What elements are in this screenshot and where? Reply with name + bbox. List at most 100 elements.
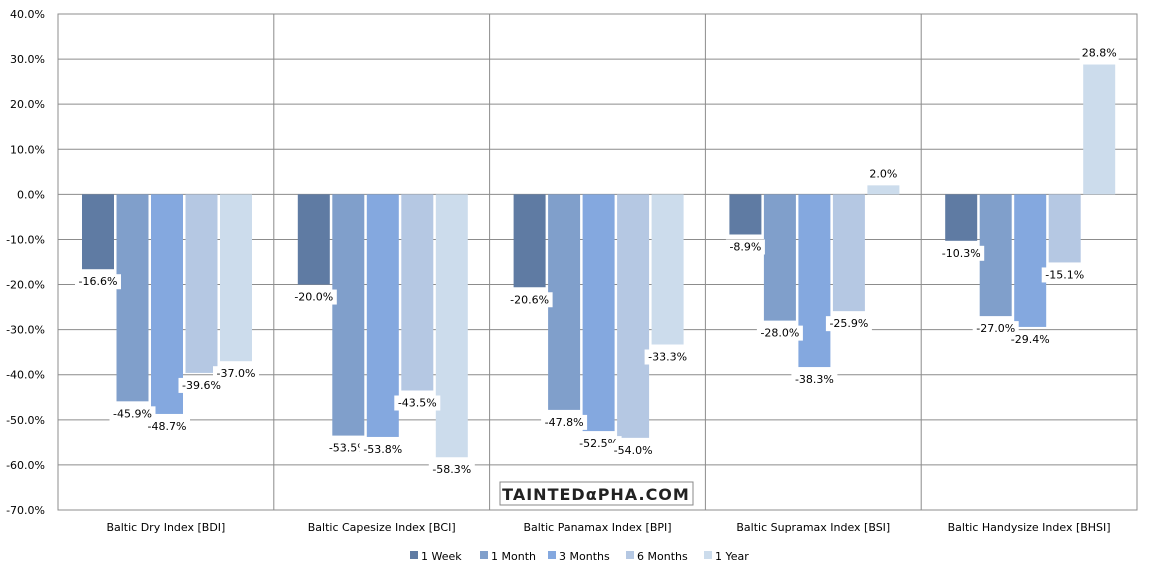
data-label-bg xyxy=(428,462,475,478)
data-label-bg xyxy=(506,292,553,308)
data-label-bg xyxy=(867,166,900,182)
data-label-bg xyxy=(109,406,156,422)
data-label: -53.8% xyxy=(363,443,402,456)
legend-label: 1 Month xyxy=(491,550,536,563)
data-label: -20.0% xyxy=(294,291,333,304)
legend-swatch xyxy=(704,551,712,559)
legend-swatch xyxy=(548,551,556,559)
bar xyxy=(1083,64,1116,195)
data-label-bg xyxy=(75,274,121,290)
bar xyxy=(513,194,546,288)
bar xyxy=(867,185,900,195)
y-tick-label: -10.0% xyxy=(6,233,45,246)
data-label: -37.0% xyxy=(217,367,256,380)
category-label: Baltic Supramax Index [BSI] xyxy=(736,521,890,534)
category-label: Baltic Panamax Index [BPI] xyxy=(523,521,671,534)
y-tick-label: 10.0% xyxy=(10,143,45,156)
y-tick-label: -30.0% xyxy=(6,324,45,337)
data-label-bg xyxy=(938,245,985,261)
data-label-bg xyxy=(394,395,441,411)
bar xyxy=(651,194,684,345)
bar xyxy=(1014,194,1047,327)
taintedalpha-logo: TAINTEDαPHA.COM xyxy=(499,481,694,506)
data-label: -28.0% xyxy=(760,327,799,340)
bar xyxy=(332,194,365,436)
data-label: -29.4% xyxy=(1011,333,1050,346)
data-label: -48.7% xyxy=(148,420,187,433)
bar xyxy=(979,194,1012,317)
data-label: -20.6% xyxy=(510,293,549,306)
category-label: Baltic Capesize Index [BCI] xyxy=(308,521,456,534)
data-label-bg xyxy=(756,325,803,341)
data-label: -53.5% xyxy=(329,442,368,455)
data-label: -39.6% xyxy=(182,379,221,392)
y-tick-label: -60.0% xyxy=(6,459,45,472)
y-tick-label: -20.0% xyxy=(6,279,45,292)
data-label-bg xyxy=(1041,267,1088,283)
svg-text:TAINTEDαPHA.COM: TAINTEDαPHA.COM xyxy=(502,485,690,504)
bar xyxy=(548,194,581,410)
bar xyxy=(1048,194,1081,263)
legend-label: 3 Months xyxy=(559,550,610,563)
data-label-bg xyxy=(610,442,657,458)
y-tick-label: 20.0% xyxy=(10,98,45,111)
y-tick-label: -70.0% xyxy=(6,504,45,517)
bar xyxy=(401,194,434,391)
bar xyxy=(763,194,796,321)
bar xyxy=(185,194,218,373)
data-label-bg xyxy=(725,239,765,255)
y-tick-label: 0.0% xyxy=(17,188,45,201)
bar xyxy=(297,194,330,285)
bar xyxy=(82,194,114,270)
y-tick-label: -50.0% xyxy=(6,414,45,427)
y-tick-label: -40.0% xyxy=(6,369,45,382)
data-label-bg xyxy=(1007,331,1054,347)
legend-label: 6 Months xyxy=(637,550,688,563)
data-label: -43.5% xyxy=(398,397,437,410)
data-label-bg xyxy=(144,418,190,434)
data-label: -8.9% xyxy=(729,240,761,253)
data-label-bg xyxy=(1079,45,1119,61)
bar xyxy=(116,194,149,402)
data-label-bg xyxy=(359,441,406,457)
data-label: -54.0% xyxy=(614,444,653,457)
data-label: 2.0% xyxy=(869,167,897,180)
data-label: -27.0% xyxy=(976,322,1015,335)
data-label-bg xyxy=(178,377,225,393)
data-label: -16.6% xyxy=(79,275,118,288)
legend-swatch xyxy=(480,551,488,559)
legend-label: 1 Year xyxy=(715,550,749,563)
bar xyxy=(366,194,399,437)
legend-label: 1 Week xyxy=(421,550,462,563)
data-label: -15.1% xyxy=(1045,268,1084,281)
data-label: -47.8% xyxy=(545,416,584,429)
y-tick-label: 40.0% xyxy=(10,8,45,21)
data-label: -10.3% xyxy=(942,247,981,260)
legend-swatch xyxy=(626,551,634,559)
data-label: -58.3% xyxy=(432,463,471,476)
data-label: -38.3% xyxy=(795,373,834,386)
bar xyxy=(832,194,865,312)
bar xyxy=(945,194,978,241)
bar xyxy=(220,194,252,362)
bar xyxy=(729,194,762,235)
data-label: -52.5% xyxy=(579,437,618,450)
bar xyxy=(582,194,615,432)
bar xyxy=(435,194,468,458)
data-label-bg xyxy=(213,366,259,382)
data-label-bg xyxy=(791,372,838,388)
plot-area xyxy=(57,13,1138,511)
data-label-bg xyxy=(541,414,588,430)
data-label-bg xyxy=(825,316,872,332)
bar xyxy=(617,194,650,438)
bar xyxy=(798,194,831,368)
data-label: -25.9% xyxy=(829,317,868,330)
data-label: -33.3% xyxy=(648,351,687,364)
category-label: Baltic Handysize Index [BHSI] xyxy=(948,521,1111,534)
bar xyxy=(151,194,183,414)
legend-swatch xyxy=(410,551,418,559)
y-tick-label: 30.0% xyxy=(10,53,45,66)
data-label-bg xyxy=(290,289,337,305)
